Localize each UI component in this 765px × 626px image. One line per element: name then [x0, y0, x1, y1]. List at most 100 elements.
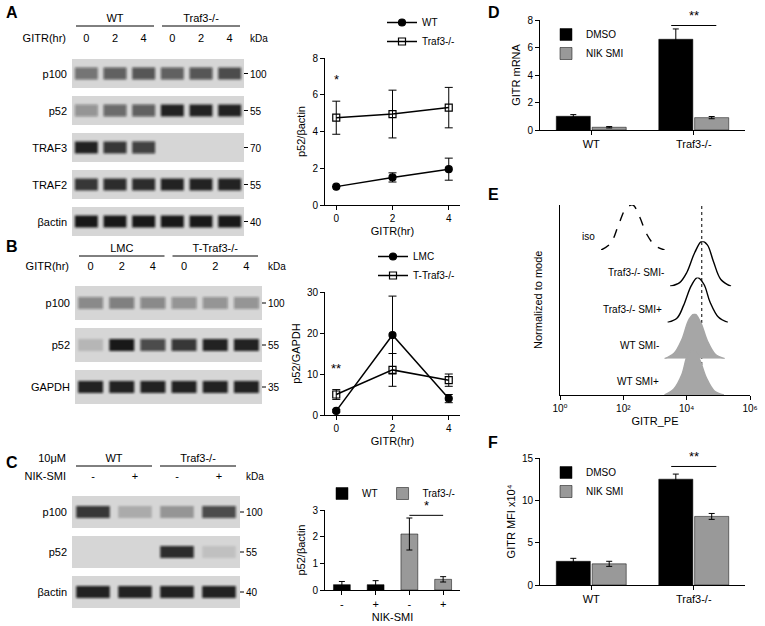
svg-text:10⁶: 10⁶ [742, 403, 757, 414]
svg-text:2: 2 [112, 32, 118, 44]
svg-text:kDa: kDa [250, 33, 268, 44]
svg-text:GITR(hr): GITR(hr) [371, 435, 414, 447]
svg-text:GITR(hr): GITR(hr) [371, 225, 414, 237]
svg-text:1: 1 [312, 558, 318, 569]
svg-text:4: 4 [227, 32, 233, 44]
svg-text:2: 2 [390, 213, 396, 224]
svg-text:4: 4 [446, 213, 452, 224]
svg-text:Traf3-/-: Traf3-/- [422, 36, 454, 47]
svg-text:**: ** [689, 8, 699, 23]
svg-text:WT SMI-: WT SMI- [620, 340, 659, 351]
svg-text:iso: iso [582, 231, 595, 242]
svg-text:+: + [440, 598, 446, 610]
svg-text:-: - [91, 470, 95, 482]
svg-text:NIK SMI: NIK SMI [586, 48, 623, 59]
svg-text:GITR MFI x10⁴: GITR MFI x10⁴ [505, 484, 517, 558]
svg-text:2: 2 [312, 163, 318, 174]
svg-text:8: 8 [527, 15, 533, 26]
svg-text:+: + [132, 470, 138, 482]
svg-text:4: 4 [312, 126, 318, 137]
svg-text:3: 3 [312, 505, 318, 516]
svg-text:Traf3-/-: Traf3-/- [180, 452, 216, 464]
svg-text:2: 2 [312, 531, 318, 542]
svg-text:0: 0 [333, 213, 339, 224]
svg-text:TRAF3: TRAF3 [32, 142, 67, 154]
svg-text:LMC: LMC [413, 251, 434, 262]
svg-text:DMSO: DMSO [586, 29, 616, 40]
svg-text:p52/βactin: p52/βactin [295, 525, 307, 576]
svg-text:0: 0 [181, 260, 187, 272]
svg-text:10: 10 [522, 495, 534, 506]
svg-text:NIK SMI: NIK SMI [586, 486, 623, 497]
svg-text:10: 10 [307, 369, 319, 380]
svg-text:20: 20 [307, 328, 319, 339]
svg-text:100: 100 [246, 507, 263, 518]
svg-text:4: 4 [243, 260, 249, 272]
svg-text:kDa: kDa [246, 471, 264, 482]
svg-text:5: 5 [527, 537, 533, 548]
svg-text:p52/GAPDH: p52/GAPDH [290, 323, 302, 384]
svg-text:T-Traf3-/-: T-Traf3-/- [193, 242, 239, 254]
svg-text:p52/βactin: p52/βactin [295, 106, 307, 157]
svg-text:WT: WT [362, 488, 378, 499]
svg-text:Traf3-/-: Traf3-/- [423, 488, 455, 499]
svg-text:WT: WT [583, 593, 600, 605]
svg-text:40: 40 [246, 587, 258, 598]
svg-text:Normalized to mode: Normalized to mode [532, 251, 544, 349]
svg-text:NIK-SMI: NIK-SMI [24, 470, 66, 482]
svg-text:2: 2 [212, 260, 218, 272]
svg-text:4: 4 [446, 423, 452, 434]
svg-text:2: 2 [198, 32, 204, 44]
svg-text:4: 4 [141, 32, 147, 44]
svg-text:4: 4 [527, 70, 533, 81]
svg-text:p52: p52 [52, 339, 70, 351]
svg-text:10²: 10² [616, 403, 631, 414]
svg-text:Traf3-/- SMI+: Traf3-/- SMI+ [603, 304, 662, 315]
svg-text:βactin: βactin [37, 586, 67, 598]
svg-text:-: - [175, 470, 179, 482]
svg-text:A: A [6, 4, 18, 21]
svg-text:*: * [424, 498, 429, 513]
svg-text:Traf3-/-: Traf3-/- [183, 12, 219, 24]
svg-text:kDa: kDa [268, 261, 286, 272]
svg-text:6: 6 [527, 42, 533, 53]
svg-text:-: - [408, 598, 412, 610]
svg-text:0: 0 [312, 410, 318, 421]
svg-text:F: F [488, 434, 498, 451]
svg-text:55: 55 [250, 106, 262, 117]
svg-text:0: 0 [527, 580, 533, 591]
svg-text:TRAF2: TRAF2 [32, 179, 67, 191]
svg-text:D: D [488, 4, 500, 21]
svg-text:55: 55 [250, 180, 262, 191]
svg-text:GITR(hr): GITR(hr) [23, 32, 66, 44]
svg-text:**: ** [689, 449, 699, 464]
svg-text:T-Traf3-/-: T-Traf3-/- [413, 270, 454, 281]
svg-text:55: 55 [246, 547, 258, 558]
svg-text:0: 0 [527, 125, 533, 136]
svg-text:WT: WT [106, 12, 123, 24]
svg-text:2: 2 [119, 260, 125, 272]
svg-text:10μM: 10μM [38, 452, 66, 464]
svg-text:Traf3-/- SMI-: Traf3-/- SMI- [608, 267, 664, 278]
svg-text:0: 0 [333, 423, 339, 434]
svg-text:100: 100 [250, 69, 267, 80]
svg-text:NIK-SMI: NIK-SMI [372, 611, 414, 623]
svg-text:p100: p100 [43, 506, 67, 518]
svg-text:p52: p52 [49, 546, 67, 558]
svg-text:WT: WT [422, 17, 438, 28]
svg-text:Traf3-/-: Traf3-/- [676, 593, 712, 605]
svg-text:p100: p100 [46, 297, 70, 309]
svg-text:100: 100 [268, 298, 285, 309]
svg-text:WT: WT [105, 452, 122, 464]
svg-text:40: 40 [250, 217, 262, 228]
svg-text:6: 6 [312, 89, 318, 100]
svg-text:WT: WT [583, 138, 600, 150]
svg-text:p52: p52 [49, 105, 67, 117]
svg-text:GITR mRNA: GITR mRNA [510, 43, 522, 105]
svg-text:βactin: βactin [37, 216, 67, 228]
svg-text:GITR(hr): GITR(hr) [26, 260, 69, 272]
svg-text:2: 2 [390, 423, 396, 434]
svg-text:B: B [6, 238, 18, 255]
svg-text:0: 0 [83, 32, 89, 44]
svg-text:C: C [6, 454, 18, 471]
